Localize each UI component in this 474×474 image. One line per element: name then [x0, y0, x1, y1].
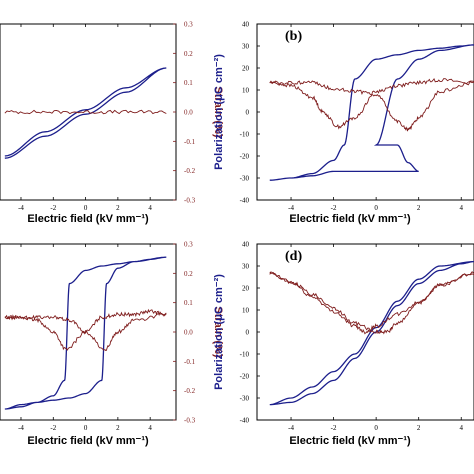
polarization-loop-series-0	[269, 260, 474, 406]
x-tick-label: 0	[374, 424, 378, 432]
x-axis-label: Electric field (kV mm⁻¹)	[289, 435, 411, 447]
x-axis-label: Electric field (kV mm⁻¹)	[27, 213, 149, 225]
y-right-tick-label: 0.1	[184, 299, 193, 307]
x-tick-label: -2	[50, 424, 56, 432]
y-right-tick-label: -0.1	[184, 138, 196, 146]
y-left-tick-label: 20	[242, 285, 250, 293]
y-left-tick-label: 10	[242, 87, 250, 95]
y-right-tick-label: 0.2	[184, 50, 193, 58]
y-right-tick-label: -0.2	[184, 387, 196, 395]
x-tick-label: 2	[116, 204, 120, 212]
strain-curve-series-1	[4, 308, 167, 351]
strain-curve-series-2	[269, 271, 474, 335]
x-tick-label: -2	[331, 424, 337, 432]
y-left-tick-label: 0	[246, 329, 250, 337]
y-left-tick-label: -10	[240, 131, 250, 139]
y-left-tick-label: 30	[242, 43, 250, 51]
strain-curve-series-1	[269, 271, 474, 335]
x-tick-label: 2	[116, 424, 120, 432]
y-right-tick-label: 0.0	[184, 329, 193, 337]
y-right-tick-label: 0.2	[184, 270, 193, 278]
y-right-tick-label: -0.1	[184, 358, 196, 366]
strain-curve-series-2	[4, 312, 167, 352]
polarization-loop-series-0	[4, 256, 167, 410]
y-right-tick-label: 0.0	[184, 109, 193, 117]
y-left-tick-label: 20	[242, 65, 250, 73]
y-left-tick-label: -20	[240, 153, 250, 161]
y-right-axis-label: Strain (%)	[212, 86, 224, 138]
y-left-tick-label: 10	[242, 307, 250, 315]
x-axis-label: Electric field (kV mm⁻¹)	[27, 435, 149, 447]
x-tick-label: -2	[50, 204, 56, 212]
y-left-tick-label: -40	[240, 417, 250, 425]
chart-panel-2: -4 -2 0 2 4 0.3 0.2 0.1 0.0 -0.1 -0.2 -0.3 Electric …	[0, 241, 224, 447]
x-tick-label: 4	[148, 204, 152, 212]
strain-curve-series-2	[269, 80, 474, 132]
y-left-axis-label: Polarization (μC cm⁻²)	[213, 54, 225, 170]
polarization-loop-series-0	[269, 44, 474, 181]
y-right-tick-label: 0.1	[184, 79, 193, 87]
y-left-tick-label: 40	[242, 21, 250, 29]
y-left-tick-label: -20	[240, 373, 250, 381]
chart-panel-0: -4 -2 0 2 4 0.3 0.2 0.1 0.0 -0.1 -0.2 -0.3 Electric …	[0, 21, 224, 225]
x-tick-label: -4	[288, 204, 294, 212]
x-tick-label: 4	[148, 424, 152, 432]
plot-frame	[0, 23, 177, 201]
x-tick-label: -4	[18, 204, 24, 212]
y-left-tick-label: 0	[246, 109, 250, 117]
x-tick-label: 0	[84, 424, 88, 432]
panel-letter: (b)	[285, 29, 302, 44]
x-tick-label: 2	[417, 204, 421, 212]
y-left-tick-label: 40	[242, 241, 250, 249]
y-left-axis-label: Polarization (μC cm⁻²)	[213, 274, 225, 390]
polarization-loop-series-0	[4, 67, 167, 159]
y-left-tick-label: -10	[240, 351, 250, 359]
strain-curve-series-1	[4, 109, 167, 115]
y-right-tick-label: -0.3	[184, 417, 196, 425]
y-right-tick-label: -0.3	[184, 197, 196, 205]
x-axis-label: Electric field (kV mm⁻¹)	[289, 213, 411, 225]
x-tick-label: 4	[459, 204, 463, 212]
x-tick-label: 0	[374, 204, 378, 212]
y-right-tick-label: 0.3	[184, 21, 193, 29]
y-left-tick-label: -40	[240, 197, 250, 205]
strain-curve-series-1	[269, 77, 474, 130]
y-right-tick-label: -0.2	[184, 167, 196, 175]
y-right-axis-label: Strain (%)	[212, 306, 224, 358]
panel-letter: (d)	[285, 249, 302, 264]
x-tick-label: -2	[331, 204, 337, 212]
x-tick-label: 2	[417, 424, 421, 432]
y-right-tick-label: 0.3	[184, 241, 193, 249]
y-left-tick-label: 30	[242, 263, 250, 271]
x-tick-label: -4	[288, 424, 294, 432]
y-left-tick-label: -30	[240, 395, 250, 403]
x-tick-label: 0	[84, 204, 88, 212]
y-left-tick-label: -30	[240, 175, 250, 183]
x-tick-label: -4	[18, 424, 24, 432]
x-tick-label: 4	[459, 424, 463, 432]
